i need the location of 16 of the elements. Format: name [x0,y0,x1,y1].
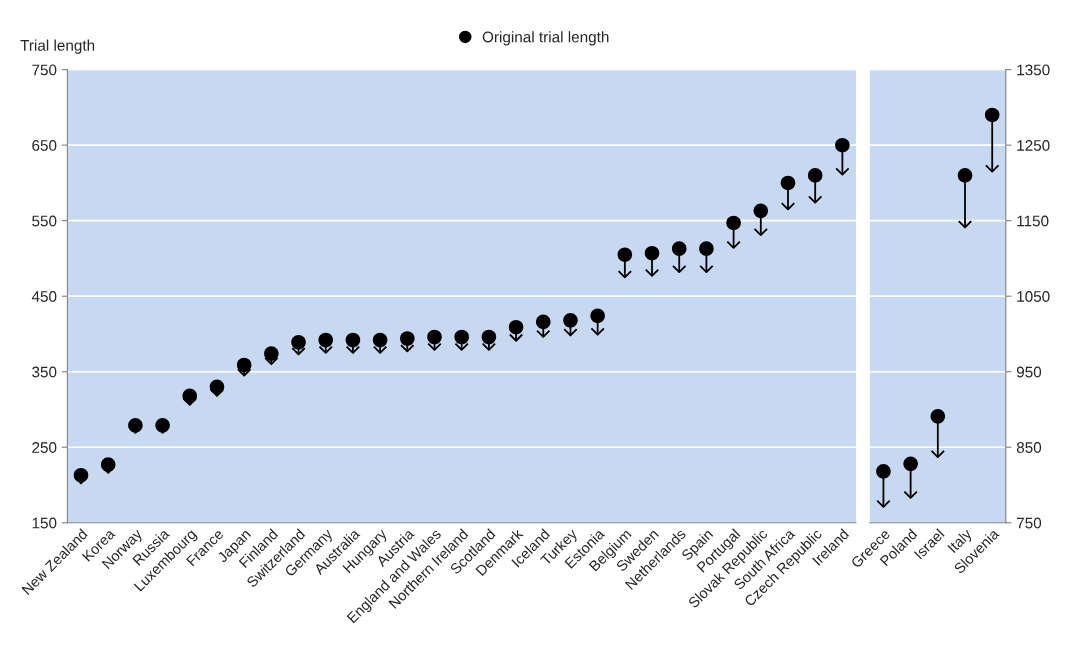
y2-tick-label: 1250 [1017,140,1050,151]
y2-tick-label: 750 [1017,517,1042,529]
y-tick-label: 450 [31,291,57,302]
y2-tick-label: 1050 [1017,291,1050,302]
y-tick-label: 350 [32,366,57,378]
y2-tick-label: 950 [1016,366,1042,378]
y-tick-label: 150 [32,517,57,529]
y2-tick-label: 850 [1016,442,1042,453]
y-axis-title: Trial length [20,39,95,54]
y2-tick-label: 1150 [1017,215,1049,227]
y-tick-label: 250 [32,442,57,453]
y-tick-label: 550 [32,215,57,227]
y2-tick-label: 1350 [1017,64,1050,76]
y-tick-label: 650 [32,140,57,151]
legend-label: Original trial length [482,31,609,46]
y-tick-label: 750 [32,64,57,76]
